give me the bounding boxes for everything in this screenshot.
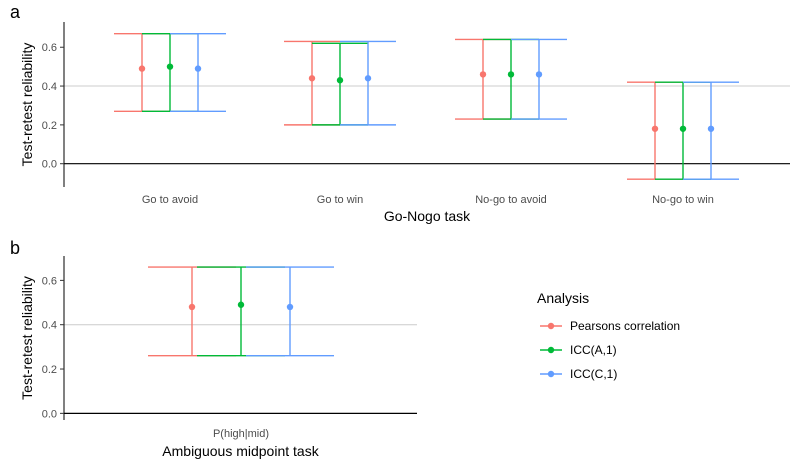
legend-key-point <box>547 322 555 330</box>
point-estimate-0 <box>308 75 316 82</box>
point-estimate-1 <box>237 301 245 308</box>
point-estimate-0 <box>479 71 487 78</box>
x-axis-title: Ambiguous midpoint task <box>162 443 319 459</box>
point-estimate-1 <box>679 125 687 132</box>
y-tick-label: 0.6 <box>42 42 57 54</box>
x-tick-label: P(high|mid) <box>213 428 269 440</box>
point-estimate-1 <box>507 71 515 78</box>
point-estimate-1 <box>336 77 344 84</box>
point-estimate-0 <box>651 125 659 132</box>
y-axis-title: Test-retest reliability <box>19 43 35 167</box>
legend-label: ICC(A,1) <box>570 343 617 357</box>
point-estimate-1 <box>166 63 174 70</box>
legend-label: Pearsons correlation <box>570 319 680 333</box>
legend-key-point <box>547 370 555 378</box>
legend-label: ICC(C,1) <box>570 367 617 381</box>
y-axis-title: Test-retest reliability <box>19 276 35 400</box>
point-estimate-2 <box>286 303 294 311</box>
panel-label-a: a <box>10 2 21 22</box>
point-estimate-2 <box>535 71 543 78</box>
point-estimate-0 <box>188 303 196 311</box>
point-estimate-2 <box>194 65 202 72</box>
point-estimate-2 <box>707 125 715 132</box>
y-tick-label: 0.0 <box>42 159 57 171</box>
y-tick-label: 0.6 <box>42 275 57 287</box>
panel-label-b: b <box>10 238 20 258</box>
x-tick-label: No-go to avoid <box>475 194 547 206</box>
y-tick-label: 0.2 <box>42 120 57 132</box>
x-tick-label: No-go to win <box>652 194 714 206</box>
legend-title: Analysis <box>537 290 589 306</box>
point-estimate-0 <box>138 65 146 72</box>
y-tick-label: 0.4 <box>42 81 57 93</box>
x-tick-label: Go to avoid <box>142 194 198 206</box>
y-tick-label: 0.2 <box>42 364 57 376</box>
point-estimate-2 <box>364 75 372 82</box>
y-tick-label: 0.0 <box>42 408 57 420</box>
x-axis-title: Go-Nogo task <box>384 208 471 224</box>
y-tick-label: 0.4 <box>42 320 57 332</box>
x-tick-label: Go to win <box>317 194 363 206</box>
legend-key-point <box>547 346 555 354</box>
